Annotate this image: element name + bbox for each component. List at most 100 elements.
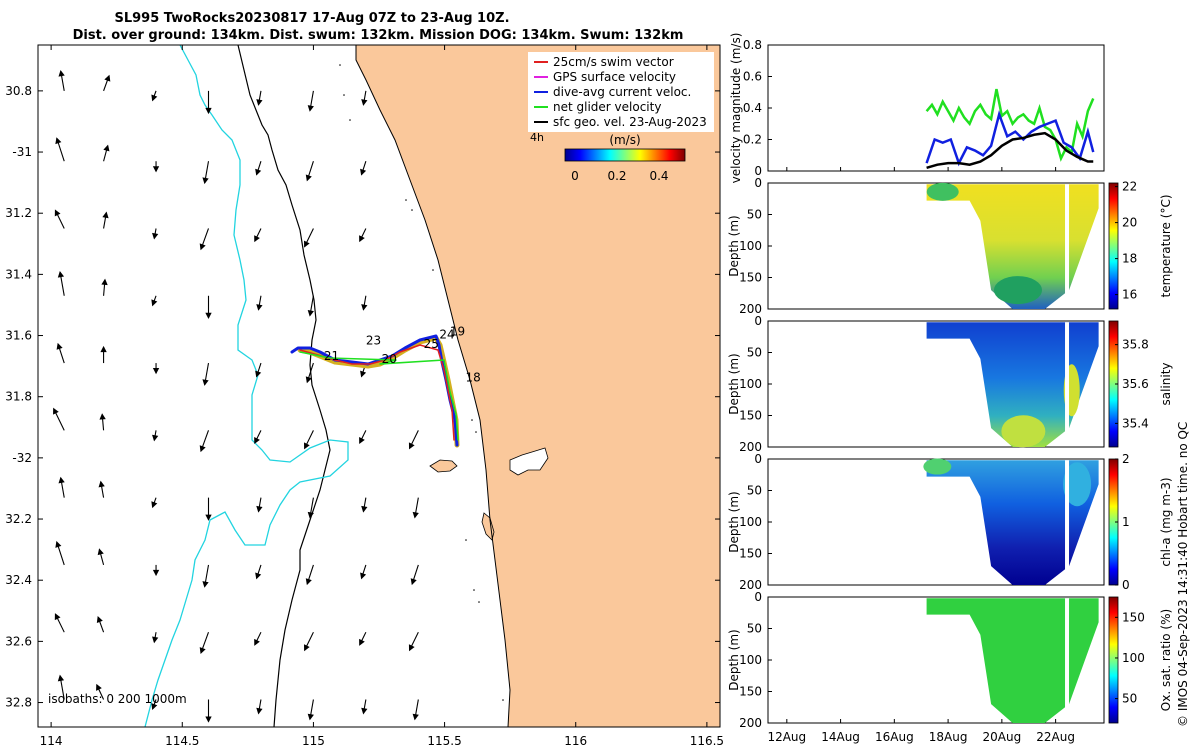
section-y-tick-label: 200 xyxy=(739,578,762,592)
section-colorbar-tick-label: 20 xyxy=(1122,216,1137,230)
geo-velocity-arrow xyxy=(57,270,65,296)
map-x-tick-label: 115.5 xyxy=(427,734,461,748)
section-y-tick-label: 50 xyxy=(747,484,762,498)
geo-velocity-arrow xyxy=(202,362,210,386)
geo-velocity-arrow xyxy=(256,295,263,311)
section-ylabel: Depth (m) xyxy=(727,629,741,690)
copyright-label: © IMOS 04-Sep-2023 14:31:40 Hobart time.… xyxy=(1176,422,1190,727)
section-ylabel: Depth (m) xyxy=(727,353,741,414)
geo-velocity-arrow xyxy=(361,90,368,106)
isobath-legend: isobaths: 0 200 1000m xyxy=(48,692,187,706)
speed-colorbar-ticks: 0 0.2 0.4 xyxy=(571,169,668,183)
velocity-y-tick-label: 0.6 xyxy=(743,70,762,84)
section-data-fill xyxy=(926,460,1099,585)
map-y-tick-label: 31.2 xyxy=(5,206,32,220)
geo-velocity-arrow xyxy=(304,228,314,248)
geo-velocity-arrow xyxy=(102,211,109,229)
geo-velocity-arrow xyxy=(96,683,105,700)
section-colorbar-tick-label: 35.4 xyxy=(1122,416,1149,430)
coast-inlet xyxy=(509,447,549,476)
section-patch xyxy=(1063,462,1092,507)
geo-velocity-arrow xyxy=(99,413,106,431)
section-colorbar-label: Ox. sat. ratio (%) xyxy=(1159,609,1173,711)
time-tick-label: 18Aug xyxy=(929,730,968,744)
geo-velocity-arrow xyxy=(305,362,314,384)
geo-velocity-arrow xyxy=(361,295,368,311)
legend-item-label: GPS surface velocity xyxy=(553,70,676,84)
isobath-200m xyxy=(237,45,331,727)
geo-velocity-arrow xyxy=(205,90,212,115)
section-y-tick-label: 50 xyxy=(747,208,762,222)
geo-velocity-arrow xyxy=(103,74,111,92)
track-day-label: 19 xyxy=(450,325,465,339)
section-colorbar-tick-label: 50 xyxy=(1122,692,1137,706)
section-data-fill xyxy=(926,184,1099,309)
title-line-2: Dist. over ground: 134km. Dist. swum: 13… xyxy=(73,28,684,43)
time-tick-label: 20Aug xyxy=(983,730,1022,744)
geo-velocity-arrow xyxy=(254,631,262,646)
geo-velocity-arrow xyxy=(304,430,314,450)
geo-velocity-arrow xyxy=(305,564,314,586)
track-day-label: 25 xyxy=(424,337,439,351)
geo-velocity-arrow xyxy=(256,497,263,513)
track-day-label: 24 xyxy=(439,328,454,342)
time-tick-label: 16Aug xyxy=(875,730,914,744)
geo-velocity-arrow xyxy=(304,631,314,652)
section-y-tick-label: 200 xyxy=(739,440,762,454)
track-day-label: 23 xyxy=(366,334,381,348)
section-patch xyxy=(923,458,952,475)
track-day-label: 21 xyxy=(324,349,339,363)
geo-velocity-arrow xyxy=(307,295,314,317)
section-panel: 0 50 100 150 200 Depth (m) 2 1 0 chl-a (mg m-3) xyxy=(727,452,1173,592)
legend-box xyxy=(528,52,714,132)
geo-velocity-arrow xyxy=(152,228,159,240)
speed-colorbar-tick: 0.4 xyxy=(649,169,668,183)
time-tick-label: 22Aug xyxy=(1036,730,1075,744)
section-y-tick-label: 0 xyxy=(754,314,762,328)
section-colorbar xyxy=(1108,182,1119,310)
geo-velocity-arrow xyxy=(55,540,65,566)
section-colorbar-tick-label: 150 xyxy=(1122,610,1145,624)
section-patch xyxy=(1001,415,1046,448)
map-y-tick-label: 32.6 xyxy=(5,634,32,648)
map-x-tick-label: 114 xyxy=(40,734,63,748)
velocity-y-tick-label: 0.8 xyxy=(743,38,762,52)
section-patch xyxy=(926,182,959,201)
geo-velocity-arrow xyxy=(199,430,210,453)
geo-velocity-arrow xyxy=(202,161,210,185)
section-colorbar-label: salinity xyxy=(1159,362,1173,405)
map-x-tick-label: 116.5 xyxy=(690,734,724,748)
map-y-tick-label: 32.2 xyxy=(5,512,32,526)
section-ylabel: Depth (m) xyxy=(727,215,741,276)
track-day-label: 18 xyxy=(466,370,481,384)
legend-item-label: 25cm/s swim vector xyxy=(553,55,674,69)
map-axis-ticks: 114 114.5 115 115.5 116 116.5 30.8 -31 31.2 31.4 3… xyxy=(5,45,724,748)
geo-velocity-arrow xyxy=(98,480,105,498)
geo-velocity-arrow xyxy=(255,564,262,580)
geo-velocity-arrow xyxy=(254,228,262,243)
geo-velocity-arrow xyxy=(151,497,158,509)
legend-item-label: sfc geo. vel. 23-Aug-2023 xyxy=(553,115,707,129)
speed-colorbar xyxy=(564,148,686,162)
geo-velocity-arrow xyxy=(151,90,158,102)
speed-colorbar-tick: 0.2 xyxy=(607,169,626,183)
map-y-tick-label: -32 xyxy=(12,451,32,465)
map-frame xyxy=(37,44,721,728)
geo-velocity-arrow xyxy=(359,228,367,243)
section-y-tick-label: 150 xyxy=(739,409,762,423)
section-panel: 0 50 100 150 200 Depth (m) 22 20 18 16 temperature… xyxy=(727,176,1173,316)
time-tick-label: 12Aug xyxy=(767,730,806,744)
section-data-fill xyxy=(926,322,1099,447)
section-y-tick-label: 100 xyxy=(739,377,762,391)
geo-velocity-arrow xyxy=(53,407,65,431)
map-y-tick-label: 32.4 xyxy=(5,573,32,587)
geo-velocity-arrow xyxy=(152,564,160,577)
section-y-tick-label: 100 xyxy=(739,239,762,253)
rottnest-island xyxy=(429,459,458,473)
velocity-series-line xyxy=(925,110,1095,167)
geo-velocity-arrow xyxy=(305,161,314,182)
